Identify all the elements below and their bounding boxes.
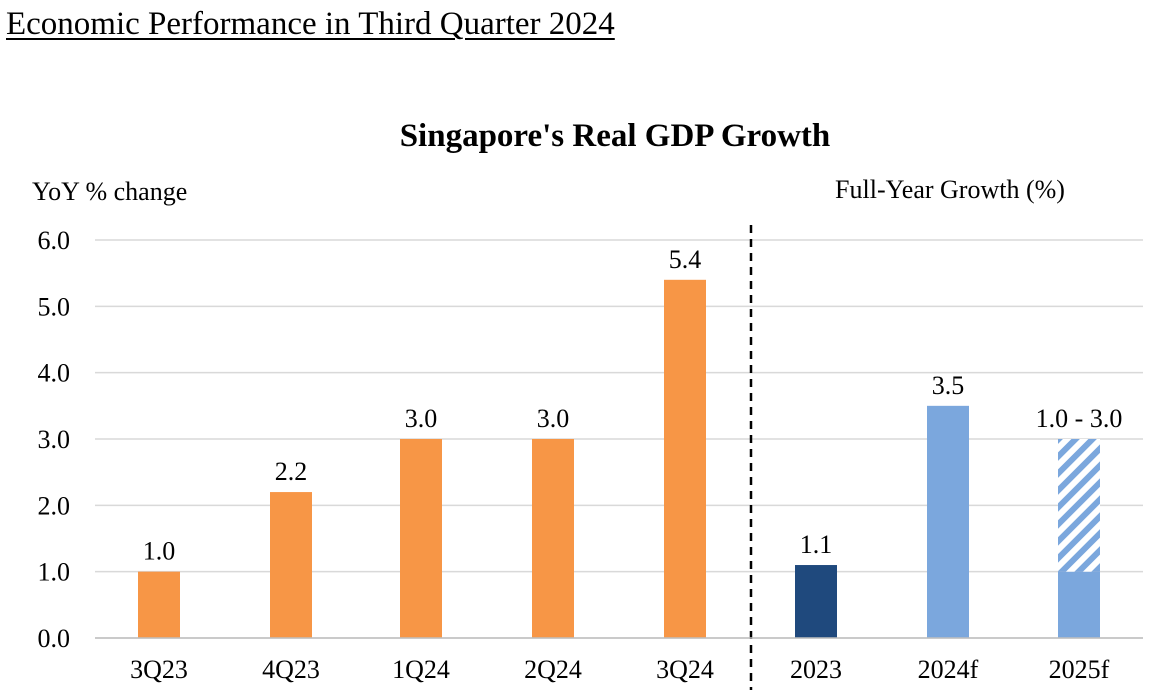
x-tick-label: 3Q23 [130, 655, 188, 684]
bar-1q24 [400, 439, 442, 638]
y-tick-label: 3.0 [38, 425, 71, 454]
data-label: 1.1 [800, 530, 833, 559]
bar-2025f-floor [1058, 571, 1100, 638]
bar-3q23 [138, 571, 180, 638]
y-tick-label: 2.0 [38, 491, 71, 520]
chart-title: Singapore's Real GDP Growth [400, 118, 831, 154]
x-tick-label: 1Q24 [392, 655, 450, 684]
bar-2024f [927, 405, 969, 638]
full-year-label: Full-Year Growth (%) [835, 175, 1065, 204]
data-label: 1.0 [143, 537, 176, 566]
data-label: 2.2 [275, 457, 308, 486]
page-heading: Economic Performance in Third Quarter 20… [6, 6, 615, 42]
bar-2023 [795, 565, 837, 638]
y-tick-label: 5.0 [38, 292, 71, 321]
y-tick-label: 1.0 [38, 558, 71, 587]
x-tick-label: 3Q24 [656, 655, 714, 684]
x-tick-label: 2025f [1049, 655, 1110, 684]
x-tick-label: 2023 [790, 655, 842, 684]
bar-4q23 [270, 492, 312, 638]
bar-3q24 [664, 279, 706, 638]
x-tick-label: 2Q24 [524, 655, 582, 684]
data-label: 3.5 [932, 371, 965, 400]
y-tick-label: 0.0 [38, 624, 71, 653]
data-label: 3.0 [537, 404, 570, 433]
y-tick-label: 6.0 [38, 226, 71, 255]
bar-2q24 [532, 439, 574, 638]
x-tick-label: 4Q23 [262, 655, 320, 684]
y-tick-label: 4.0 [38, 359, 71, 388]
data-label: 1.0 - 3.0 [1036, 404, 1123, 433]
x-tick-label: 2024f [918, 655, 979, 684]
bar-2025f-range [1058, 439, 1100, 572]
y-axis-label: YoY % change [32, 177, 187, 206]
data-label: 3.0 [405, 404, 438, 433]
data-label: 5.4 [669, 245, 702, 274]
